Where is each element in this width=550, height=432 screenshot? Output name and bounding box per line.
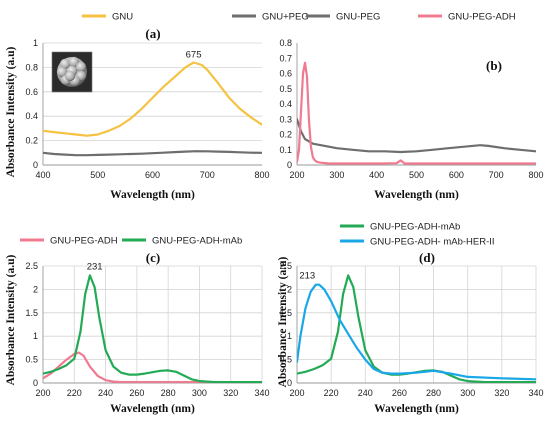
y-tick-label: 0 [287, 378, 292, 388]
y-tick-label: 0.6 [279, 69, 292, 79]
chart-panel-4: 200 220 240 260 280 300 320 340 0 0.5 1 1.5 2 2.5 Wave… [277, 222, 544, 416]
y-axis-label: Absorbance Intensity (a.u) [5, 47, 17, 178]
x-tick-label: 800 [254, 170, 269, 180]
y-tick-label: 0 [33, 160, 38, 170]
x-tick-label: 300 [329, 170, 344, 180]
y-tick-label: 0.7 [279, 53, 292, 63]
x-tick-label: 220 [67, 388, 82, 398]
x-axis-label: Wavelength (nm) [374, 403, 459, 415]
x-tick-label: 600 [145, 170, 160, 180]
series-line-2 [43, 274, 262, 383]
x-tick-label: 800 [528, 170, 543, 180]
y-tick-label: 2.5 [25, 261, 38, 271]
x-tick-label: 280 [426, 388, 441, 398]
legend-label: GNU [112, 12, 133, 23]
y-tick-label: 0.4 [279, 99, 292, 109]
x-axis-label: Wavelength (nm) [110, 189, 195, 201]
x-tick-label: 500 [90, 170, 105, 180]
x-tick-label: 340 [254, 388, 269, 398]
peak-annotation: 213 [299, 271, 315, 282]
x-tick-label: 240 [358, 388, 373, 398]
x-tick-label: 260 [392, 388, 407, 398]
x-tick-label: 700 [200, 170, 215, 180]
y-tick-label: 0.6 [25, 87, 38, 97]
y-tick-label: 0.1 [279, 145, 292, 155]
x-tick-label: 200 [289, 170, 304, 180]
y-tick-label: 0 [33, 378, 38, 388]
legend-label: GNU-PEG-ADH [448, 12, 516, 23]
y-axis-label: Absorbance Intensity (a.u) [5, 255, 17, 386]
x-axis-label: Wavelength (nm) [110, 403, 195, 415]
legend-label: GNU-PEG-ADH-mAb [370, 222, 460, 233]
series-line-2 [297, 61, 536, 165]
panel-label: (c) [146, 250, 160, 265]
y-tick-label: 1 [287, 331, 292, 341]
series-line-1 [43, 351, 262, 383]
y-tick-label: 1 [33, 38, 38, 48]
y-tick-label: 2 [33, 284, 38, 294]
peak-annotation: 231 [87, 262, 103, 273]
x-tick-label: 320 [494, 388, 509, 398]
inset-particle-image [51, 51, 93, 93]
y-tick-label: 0.5 [25, 355, 38, 365]
y-tick-label: 1 [33, 331, 38, 341]
x-tick-label: 340 [528, 388, 543, 398]
x-tick-label: 400 [369, 170, 384, 180]
x-tick-label: 280 [161, 388, 176, 398]
x-tick-label: 320 [223, 388, 238, 398]
x-tick-label: 300 [192, 388, 207, 398]
y-tick-label: 0.5 [279, 84, 292, 94]
peak-annotation: 675 [186, 50, 202, 61]
y-tick-label: 0.2 [279, 130, 292, 140]
y-tick-label: 0.8 [279, 38, 292, 48]
x-tick-label: 500 [409, 170, 424, 180]
legend-label: GNU-PEG-ADH [50, 236, 118, 247]
y-tick-label: 1.5 [279, 308, 292, 318]
series-line-1 [297, 118, 536, 154]
chart-panel-2: 200 300 400 500 600 700 800 0 0.1 0.2 0.3 0.4 0.5 0.6… [279, 12, 543, 202]
x-tick-label: 600 [449, 170, 464, 180]
panel-label: (a) [145, 26, 160, 41]
legend-label: GNU-PEG [336, 12, 380, 23]
y-axis-label: Absorbance Intensity (a.u) [277, 257, 289, 388]
legend-label: GNU-PEG-ADH- mAb-HER-II [370, 237, 495, 248]
y-tick-label: 0.8 [25, 62, 38, 72]
x-tick-label: 220 [324, 388, 339, 398]
y-tick-label: 0.4 [25, 111, 38, 121]
y-tick-label: 0.3 [279, 114, 292, 124]
x-tick-label: 200 [289, 388, 304, 398]
x-axis-label: Wavelength (nm) [374, 189, 459, 201]
chart-panel-3: 200 220 240 260 280 300 320 340 0 0.5 1 1.5 2 2.5 Wave… [5, 236, 270, 416]
x-tick-label: 400 [35, 170, 50, 180]
series-line-1 [297, 274, 536, 383]
y-tick-label: 0 [287, 160, 292, 170]
panel-label: (b) [486, 58, 502, 73]
legend-label: GNU-PEG-ADH-mAb [152, 236, 242, 247]
y-tick-label: 0.5 [279, 355, 292, 365]
x-tick-label: 300 [460, 388, 475, 398]
chart-panel-1: 400 500 600 700 800 0 0.2 0.4 0.6 0.8 1 Wavelength … [5, 12, 309, 202]
y-tick-label: 2.5 [279, 261, 292, 271]
legend-label: GNU+PEG [262, 12, 309, 23]
panel-label: (d) [419, 250, 435, 265]
y-tick-label: 0.2 [25, 136, 38, 146]
y-tick-label: 1.5 [25, 308, 38, 318]
x-tick-label: 700 [489, 170, 504, 180]
series-line-2 [43, 150, 262, 157]
x-tick-label: 240 [98, 388, 113, 398]
y-tick-label: 2 [287, 284, 292, 294]
x-tick-label: 260 [129, 388, 144, 398]
series-line-2 [297, 283, 536, 381]
series-line-1 [43, 61, 262, 137]
x-tick-label: 200 [35, 388, 50, 398]
